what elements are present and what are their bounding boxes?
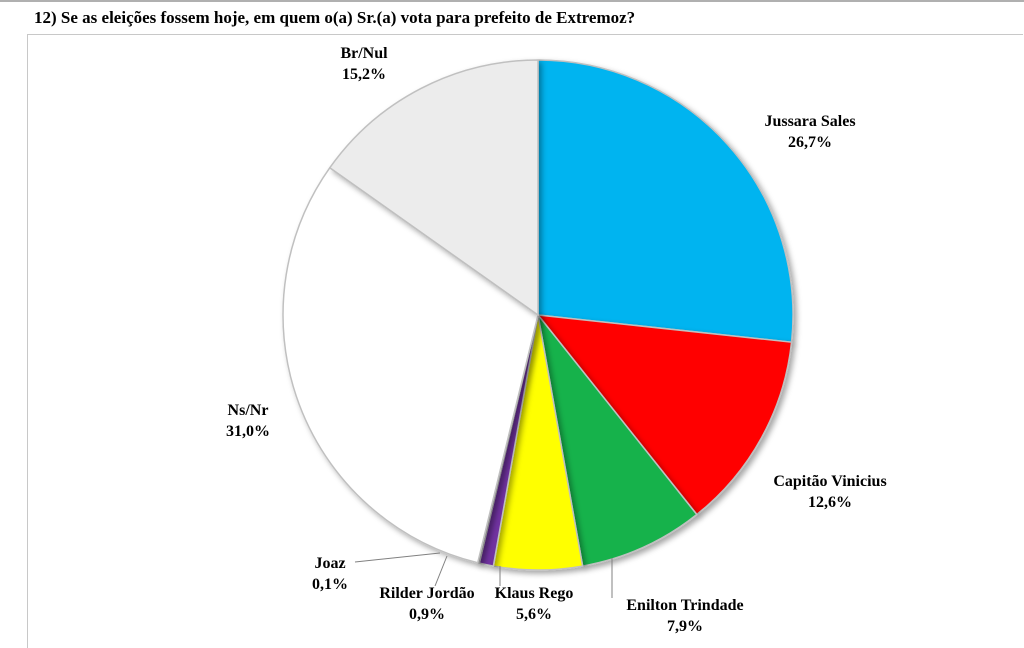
chart-frame: [27, 34, 1023, 648]
pie-slice-enilton-trindade: [537, 314, 698, 567]
slice-name-label: Enilton Trindade: [626, 597, 743, 614]
question-title: 12) Se as eleições fossem hoje, em quem …: [34, 8, 636, 27]
leader-line: [434, 555, 448, 587]
slice-value-label: 15,2%: [342, 66, 386, 83]
slice-name-label: Capitão Vinicius: [773, 473, 886, 490]
leader-line: [354, 552, 441, 563]
pie-slice-br-nul: [329, 59, 539, 316]
slice-name-label: Ns/Nr: [228, 402, 269, 419]
slice-value-label: 12,6%: [808, 494, 852, 511]
slice-name-label: Jussara Sales: [764, 113, 855, 130]
slice-value-label: 7,9%: [667, 618, 703, 635]
pie-slice-capit-o-vinicius: [537, 314, 793, 516]
slice-name-label: Rilder Jordão: [379, 585, 474, 602]
slice-name-label: Joaz: [314, 555, 345, 572]
slice-value-label: 0,1%: [312, 576, 348, 593]
pie-slice-jussara-sales: [537, 59, 794, 343]
slice-name-label: Br/Nul: [340, 45, 388, 62]
pie-slice-ns-nr: [282, 166, 539, 564]
slice-name-label: Klaus Rego: [495, 585, 574, 602]
top-rule: [0, 0, 1024, 2]
slice-value-label: 5,6%: [516, 606, 552, 623]
slice-value-label: 26,7%: [788, 134, 832, 151]
slice-value-label: 31,0%: [226, 423, 270, 440]
slice-value-label: 0,9%: [409, 606, 445, 623]
